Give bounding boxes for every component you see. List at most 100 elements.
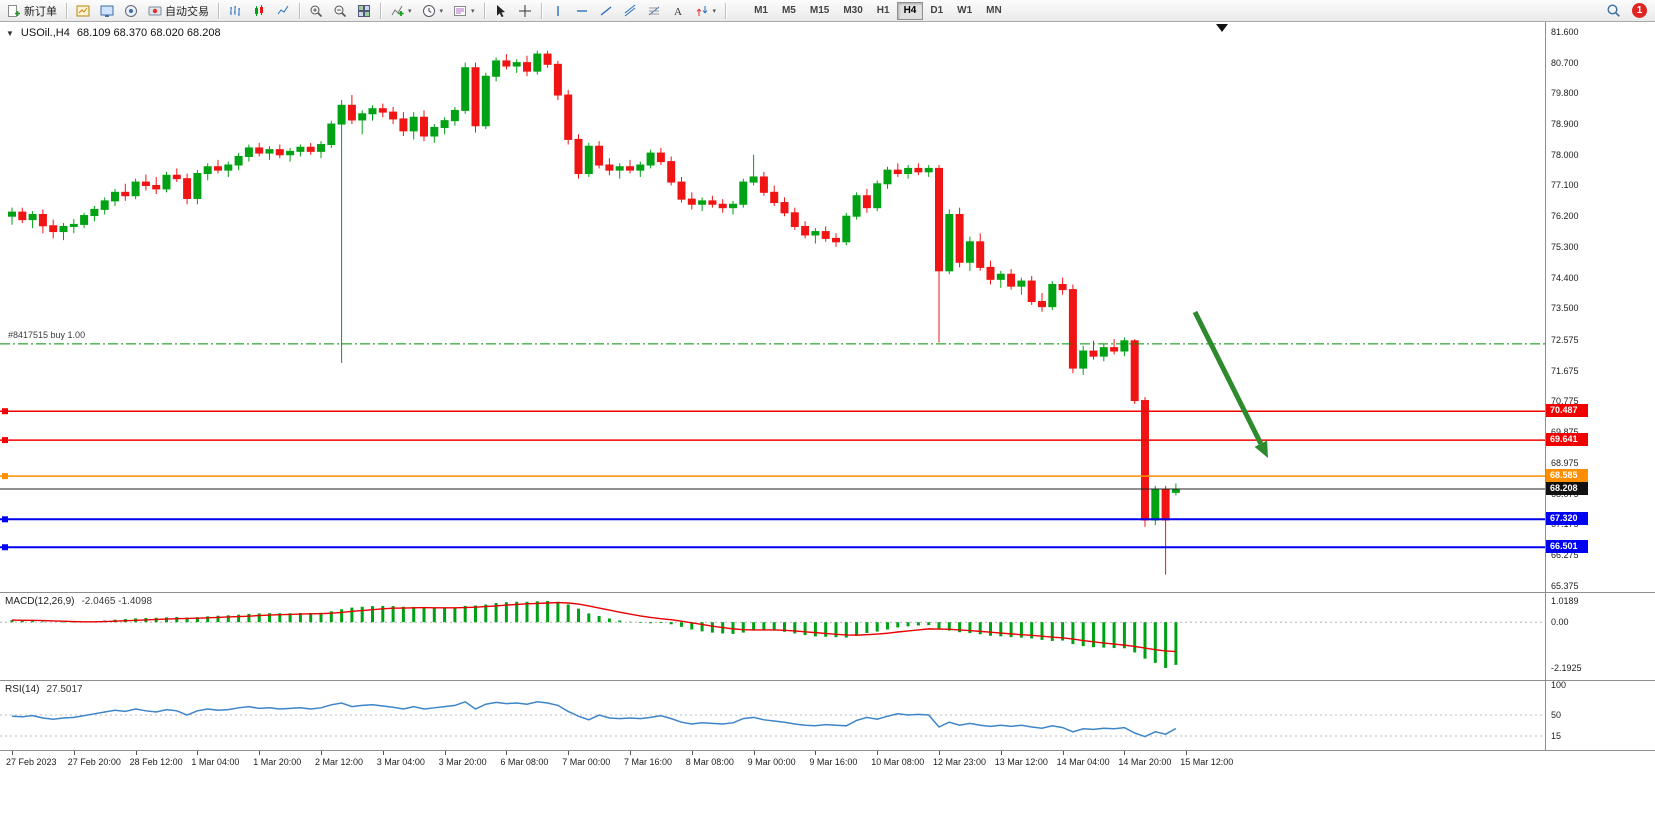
- toolbar-separator: [725, 2, 727, 19]
- trendline-button[interactable]: [595, 1, 617, 21]
- rsi-plot[interactable]: [0, 681, 1545, 750]
- macd-plot[interactable]: [0, 593, 1545, 680]
- timeframe-button-M1[interactable]: M1: [747, 2, 775, 20]
- cursor-button[interactable]: [490, 1, 512, 21]
- time-marker-icon: [1216, 24, 1228, 32]
- search-button[interactable]: [1602, 1, 1625, 21]
- vertical-line-icon: [556, 5, 559, 16]
- timeframe-button-H4[interactable]: H4: [896, 1, 924, 20]
- macd-axis-label: 0.00: [1551, 617, 1569, 628]
- y-axis-label: 79.800: [1551, 88, 1579, 99]
- y-axis-label: 75.300: [1551, 241, 1579, 252]
- time-tick: [197, 751, 199, 755]
- candlestick-chart-button[interactable]: [248, 1, 270, 21]
- text-icon: A: [674, 6, 682, 18]
- fibonacci-button[interactable]: [643, 1, 665, 21]
- price-tag-68.585[interactable]: 68.585: [1546, 469, 1588, 483]
- price-tag-68.208[interactable]: 68.208: [1546, 481, 1588, 495]
- line-handle[interactable]: [2, 544, 8, 551]
- toolbar-separator: [299, 2, 300, 19]
- trendline-icon: [600, 5, 611, 16]
- line-chart-button[interactable]: [272, 1, 294, 21]
- toolbar-separator: [540, 2, 542, 19]
- line-handle[interactable]: [2, 473, 8, 480]
- price-tag-69.641[interactable]: 69.641: [1546, 433, 1588, 447]
- periods-button[interactable]: ▾: [418, 1, 448, 21]
- time-tick: [1062, 751, 1064, 755]
- dropdown-arrow-icon: ▾: [712, 7, 717, 15]
- new-chart-button[interactable]: [72, 1, 94, 21]
- time-axis[interactable]: 27 Feb 2023 27 Feb 20:00 28 Feb 12:00 1 Mar…: [0, 750, 1655, 824]
- rsi-line: [11, 700, 1177, 738]
- macd-axis-label: 1.0189: [1551, 595, 1579, 606]
- toolbar-separator: [66, 2, 67, 19]
- time-tick: [12, 751, 13, 755]
- time-axis-label: 12 Mar 23:00: [933, 757, 987, 767]
- y-axis-label: 77.100: [1551, 180, 1579, 191]
- vertical-line-button[interactable]: [547, 1, 569, 21]
- time-axis-label: 8 Mar 08:00: [685, 757, 734, 767]
- price-tag-70.487[interactable]: 70.487: [1546, 404, 1588, 418]
- zoom-in-button[interactable]: [305, 1, 327, 21]
- toolbar-separator: [483, 2, 485, 19]
- time-tick: [568, 751, 570, 755]
- channel-button[interactable]: [619, 1, 641, 21]
- chart-symbol-label: USOil.,H4: [20, 27, 70, 39]
- timeframe-button-M30[interactable]: M30: [836, 2, 869, 20]
- channel-icon: [624, 4, 635, 16]
- rsi-axis-label: 15: [1551, 731, 1562, 741]
- candles: [8, 50, 1180, 575]
- chart-window[interactable]: ▼ USOil.,H4 68.109 68.370 68.020 68.208 …: [0, 22, 1655, 824]
- indicators-button[interactable]: ▾: [386, 1, 416, 21]
- zoom-out-button[interactable]: [329, 1, 351, 21]
- time-axis-label: 1 Mar 04:00: [191, 757, 240, 767]
- arrows-button[interactable]: ▾: [691, 1, 721, 21]
- time-axis-label: 27 Feb 20:00: [67, 757, 121, 767]
- zoom-out-icon: [334, 5, 347, 17]
- timeframe-button-MN[interactable]: MN: [979, 2, 1009, 20]
- timeframe-button-M15[interactable]: M15: [803, 2, 836, 20]
- bar-chart-button[interactable]: [224, 1, 246, 21]
- buy-position-label: #8417515 buy 1.00: [8, 329, 86, 340]
- new-order-button[interactable]: 新订单: [3, 1, 61, 21]
- profiles-button[interactable]: [96, 1, 118, 21]
- templates-button[interactable]: ▾: [449, 1, 479, 21]
- price-axis[interactable]: 81.600 80.700 79.800 78.900 78.000 77.100 76.2…: [1545, 22, 1655, 592]
- data-window-button[interactable]: [120, 1, 142, 21]
- rsi-name: RSI(14): [5, 684, 40, 695]
- crosshair-button[interactable]: [514, 1, 536, 21]
- time-axis-label: 28 Feb 12:00: [129, 757, 183, 767]
- time-tick: [135, 751, 137, 755]
- rsi-axis-label: 100: [1551, 680, 1567, 691]
- rsi-panel: RSI(14) 27.5017 100 50 15: [0, 680, 1655, 750]
- rsi-axis[interactable]: 100 50 15: [1545, 681, 1655, 750]
- time-axis-label: 2 Mar 12:00: [315, 757, 364, 767]
- y-axis-label: 76.200: [1551, 211, 1579, 222]
- timeframe-button-M5[interactable]: M5: [775, 2, 803, 20]
- autotrading-button[interactable]: 自动交易: [144, 1, 213, 21]
- y-axis-label: 80.700: [1551, 57, 1579, 68]
- macd-axis[interactable]: 1.0189 0.00 -2.1925: [1545, 593, 1655, 680]
- timeframe-button-W1[interactable]: W1: [950, 2, 979, 20]
- one-click-toggle-icon[interactable]: ▼: [6, 28, 14, 38]
- line-handle[interactable]: [2, 516, 8, 523]
- tile-windows-button[interactable]: [353, 1, 375, 21]
- timeframe-button-D1[interactable]: D1: [923, 2, 950, 20]
- timeframe-button-H1[interactable]: H1: [870, 2, 897, 20]
- time-axis-label: 27 Feb 2023: [6, 757, 57, 767]
- time-tick: [1124, 751, 1126, 755]
- new-chart-icon: [76, 5, 90, 16]
- price-tag-67.320[interactable]: 67.320: [1546, 512, 1588, 526]
- text-button[interactable]: A: [667, 1, 689, 21]
- line-handle[interactable]: [2, 408, 8, 415]
- line-handle[interactable]: [2, 437, 8, 444]
- price-tag-66.501[interactable]: 66.501: [1546, 540, 1588, 554]
- time-axis-label: 14 Mar 04:00: [1056, 757, 1110, 767]
- time-tick: [877, 751, 879, 755]
- price-chart-plot[interactable]: [0, 22, 1545, 592]
- arrow-annotation[interactable]: [1192, 310, 1268, 458]
- notification-badge[interactable]: 1: [1632, 3, 1647, 18]
- rsi-axis-label: 50: [1551, 710, 1562, 720]
- time-axis-label: 3 Mar 04:00: [376, 757, 425, 767]
- horizontal-line-button[interactable]: [571, 1, 593, 21]
